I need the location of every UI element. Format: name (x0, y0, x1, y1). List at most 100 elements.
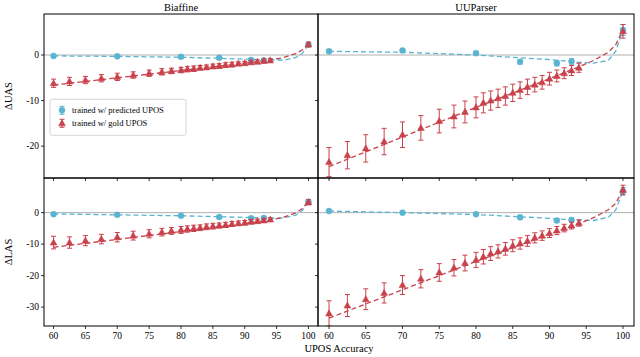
y-tick-label: -20 (26, 271, 39, 281)
error-cap (363, 162, 368, 163)
point (260, 217, 267, 223)
point (561, 70, 568, 76)
error-bar (83, 76, 88, 83)
panel: 6065707580859095100-30-20-100ΔLASUPOS Ac… (3, 178, 374, 354)
error-bar (159, 228, 164, 236)
error-cap (569, 75, 574, 76)
point (326, 158, 333, 164)
error-cap (503, 86, 508, 87)
fit-line (329, 191, 623, 221)
point (400, 47, 406, 53)
error-cap (562, 67, 567, 68)
point (241, 60, 248, 66)
error-bar (51, 236, 56, 249)
error-bar (569, 222, 574, 229)
point (178, 213, 184, 219)
point (305, 199, 312, 205)
series (50, 199, 312, 249)
error-cap (327, 147, 332, 148)
error-cap (147, 237, 152, 238)
error-cap (488, 90, 493, 91)
error-cap (131, 240, 136, 241)
error-cap (481, 112, 486, 113)
series (326, 24, 626, 66)
point (326, 208, 332, 214)
series (51, 199, 312, 221)
point (222, 221, 229, 227)
point (451, 113, 458, 119)
point (417, 275, 424, 281)
point (553, 72, 560, 78)
point (502, 92, 509, 98)
point (305, 41, 312, 47)
error-cap (451, 127, 456, 128)
point (487, 250, 494, 256)
error-cap (131, 78, 136, 79)
error-cap (67, 248, 72, 249)
error-cap (569, 65, 574, 66)
error-cap (576, 226, 581, 227)
error-bar (462, 255, 467, 271)
fit-line (54, 44, 309, 85)
point (524, 83, 531, 89)
point (362, 296, 369, 302)
error-bar (496, 245, 501, 258)
fit-line (54, 202, 309, 248)
point (568, 222, 575, 228)
point (241, 219, 248, 225)
point (517, 59, 523, 65)
error-cap (418, 287, 423, 288)
error-bar (131, 231, 136, 240)
error-cap (115, 241, 120, 242)
error-bar (525, 236, 530, 247)
error-cap (191, 231, 196, 232)
error-bar (210, 223, 215, 229)
x-tick-label: 65 (361, 331, 371, 341)
point (261, 57, 267, 63)
error-cap (532, 242, 537, 243)
point (168, 227, 175, 233)
error-bar (569, 65, 574, 75)
error-bar (67, 77, 72, 85)
point (114, 53, 120, 59)
point (436, 117, 443, 123)
point (178, 54, 184, 60)
point (146, 70, 153, 76)
series (326, 185, 627, 326)
x-tick-label: 90 (545, 331, 555, 341)
error-cap (115, 80, 120, 81)
error-cap (510, 239, 515, 240)
point (462, 259, 469, 265)
error-bar (131, 72, 136, 78)
error-bar (562, 68, 567, 79)
point (531, 234, 538, 240)
error-cap (562, 231, 567, 232)
error-cap (83, 235, 88, 236)
title: Biaffine (164, 2, 199, 13)
point (50, 239, 57, 245)
point (473, 256, 480, 262)
error-bar (620, 24, 625, 38)
error-bar (569, 59, 574, 64)
error-bar (327, 147, 332, 176)
error-bar (67, 237, 72, 248)
error-bar (51, 79, 56, 87)
legend-marker (59, 120, 66, 126)
error-cap (382, 303, 387, 304)
point (114, 234, 121, 240)
error-bar (510, 84, 515, 101)
point (190, 225, 197, 231)
point (620, 28, 627, 34)
point (82, 76, 89, 82)
error-bar (159, 69, 164, 75)
error-cap (51, 248, 56, 249)
error-bar (191, 225, 196, 231)
point (130, 71, 137, 77)
error-bar (169, 68, 174, 73)
y-tick-label: 0 (34, 208, 39, 218)
point (381, 289, 388, 295)
point (178, 66, 185, 72)
point (517, 86, 524, 92)
error-cap (400, 121, 405, 122)
error-cap (345, 168, 350, 169)
